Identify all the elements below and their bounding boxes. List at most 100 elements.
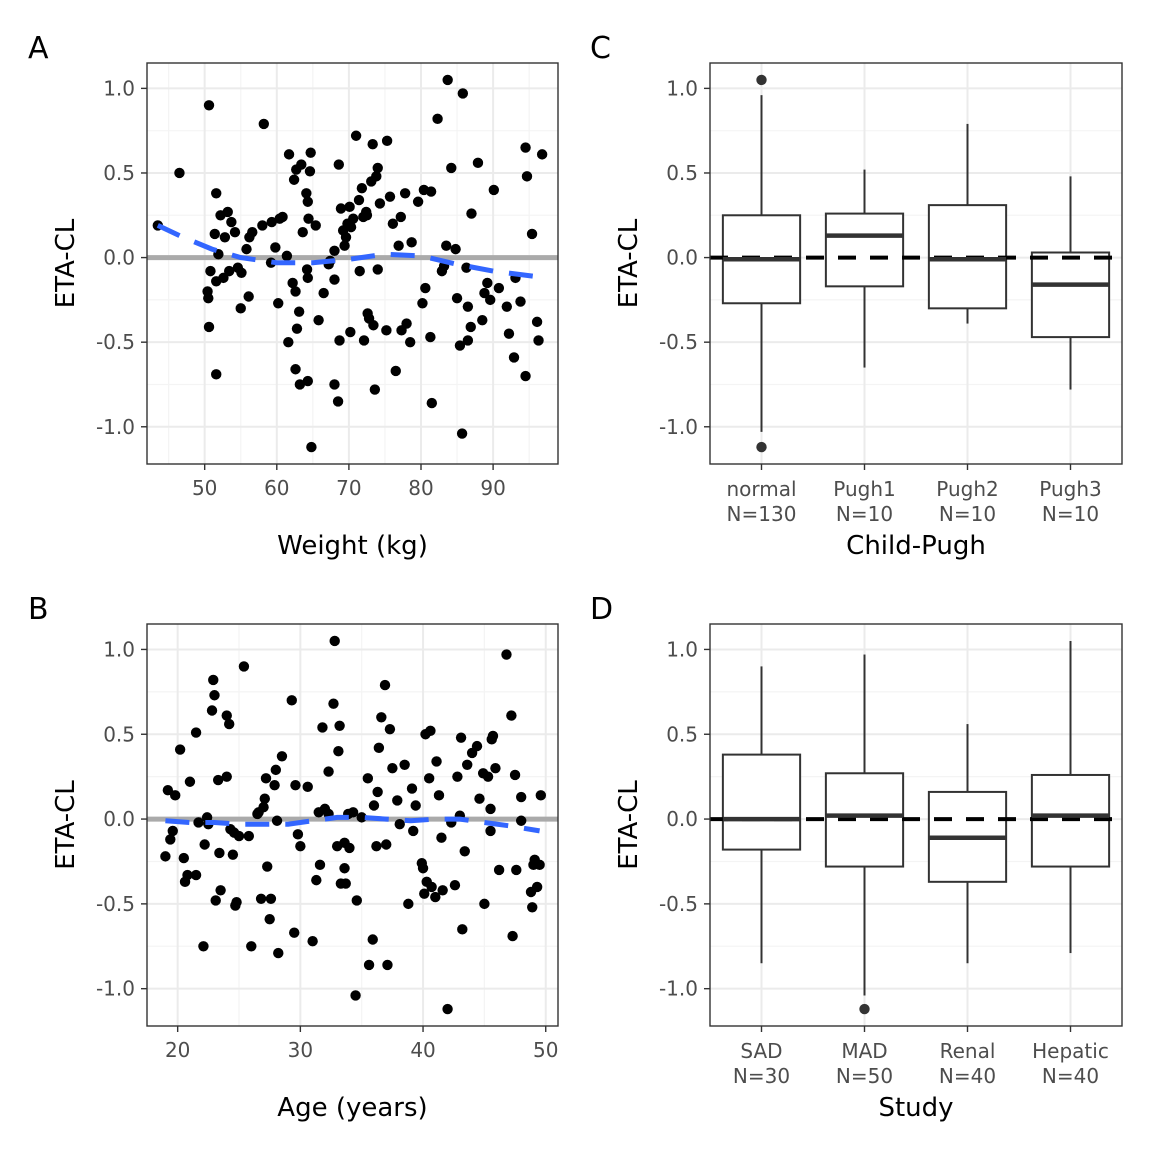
y-tick-label: 0.0 (103, 807, 135, 831)
data-point (406, 237, 417, 248)
data-point (515, 791, 527, 803)
panel-border (709, 623, 1123, 1027)
x-tick-label: Pugh2 (936, 477, 998, 501)
x-tick-count-label: N=50 (836, 1064, 893, 1088)
y-tick-label: 1.0 (103, 637, 135, 661)
data-point (306, 441, 317, 453)
box-iqr (1030, 251, 1111, 339)
data-point (531, 316, 543, 328)
x-tick-label: 60 (264, 476, 289, 500)
data-point (209, 228, 220, 240)
data-point (273, 947, 284, 959)
data-point (212, 774, 224, 786)
data-point (353, 194, 365, 206)
data-point (387, 218, 399, 229)
data-point (536, 149, 548, 160)
data-point (362, 773, 374, 784)
data-point (290, 286, 301, 297)
data-point (287, 277, 298, 289)
data-point (474, 793, 485, 804)
data-point (276, 751, 288, 762)
data-point (382, 959, 393, 971)
data-point (293, 306, 305, 317)
data-point (345, 221, 357, 233)
data-point (198, 941, 209, 952)
x-tick-label: 30 (288, 1038, 313, 1062)
data-point (226, 216, 237, 228)
y-tick-label: 0.5 (103, 722, 135, 746)
data-point (462, 335, 474, 346)
data-point (333, 159, 344, 170)
x-axis-title: Child-Pugh (846, 531, 986, 561)
data-point (374, 198, 386, 209)
data-point (437, 885, 448, 896)
x-tick-count-label: N=10 (1042, 502, 1099, 526)
data-point (395, 211, 407, 223)
data-point (344, 842, 355, 854)
data-point (394, 818, 405, 830)
data-point (260, 773, 272, 784)
data-point (425, 725, 436, 737)
data-point (449, 880, 461, 891)
data-point (182, 869, 193, 881)
y-tick-label: 1.0 (666, 76, 698, 100)
data-point (528, 859, 539, 871)
data-point (296, 159, 307, 170)
x-tick-label: 90 (480, 476, 505, 500)
y-tick-label: -0.5 (659, 330, 698, 354)
data-point (334, 720, 345, 731)
data-point (354, 265, 365, 277)
y-tick-label: -1.0 (96, 977, 135, 1001)
data-point (340, 878, 351, 889)
data-point (403, 898, 414, 910)
x-tick-label: Pugh1 (833, 477, 895, 501)
x-tick-count-label: N=30 (733, 1064, 790, 1088)
data-point (533, 335, 544, 346)
panel-border (709, 62, 1123, 465)
x-axis-title: Study (878, 1093, 953, 1123)
data-point (392, 795, 403, 806)
data-point (262, 861, 273, 872)
data-point (344, 201, 355, 213)
panel-a-weight-scatter: 1.0 0.5 0.0 -0.5 -1.0 50 60 70 80 90 Weight (kg) ET… (51, 62, 559, 561)
panel-c-childpugh-boxplot: 1.00.50.0-0.5-1.0normalN=130Pugh1N=10Pug… (614, 62, 1123, 561)
data-point (314, 859, 326, 871)
data-point (358, 335, 370, 346)
data-point (221, 710, 232, 721)
y-tick-label: 0.5 (103, 161, 135, 185)
data-point (442, 74, 453, 86)
data-point (290, 364, 301, 375)
data-point (243, 291, 254, 302)
data-point (297, 226, 308, 238)
panel-tag-b: B (28, 592, 49, 627)
data-point (466, 208, 477, 219)
data-point (479, 898, 490, 910)
data-point (303, 213, 314, 224)
data-point (339, 240, 350, 251)
data-point (446, 162, 457, 174)
data-point (348, 213, 359, 224)
data-point (329, 245, 340, 257)
data-point (465, 321, 476, 333)
data-point (211, 188, 222, 199)
data-point (295, 841, 306, 852)
data-point (241, 243, 252, 255)
y-tick-label: -1.0 (96, 415, 135, 439)
x-axis-title: Age (years) (277, 1093, 427, 1123)
data-point (258, 118, 270, 130)
data-point (339, 863, 350, 874)
data-point (501, 301, 513, 312)
x-tick-label: 50 (533, 1038, 558, 1062)
data-point (302, 375, 313, 387)
data-point (233, 830, 245, 842)
data-point (477, 314, 488, 326)
data-point (535, 790, 547, 801)
data-point (423, 773, 435, 784)
data-point (486, 734, 497, 745)
data-point (247, 226, 258, 238)
data-point (236, 267, 247, 279)
box-outlier (756, 441, 767, 453)
data-point (369, 384, 381, 395)
data-point (227, 849, 239, 860)
